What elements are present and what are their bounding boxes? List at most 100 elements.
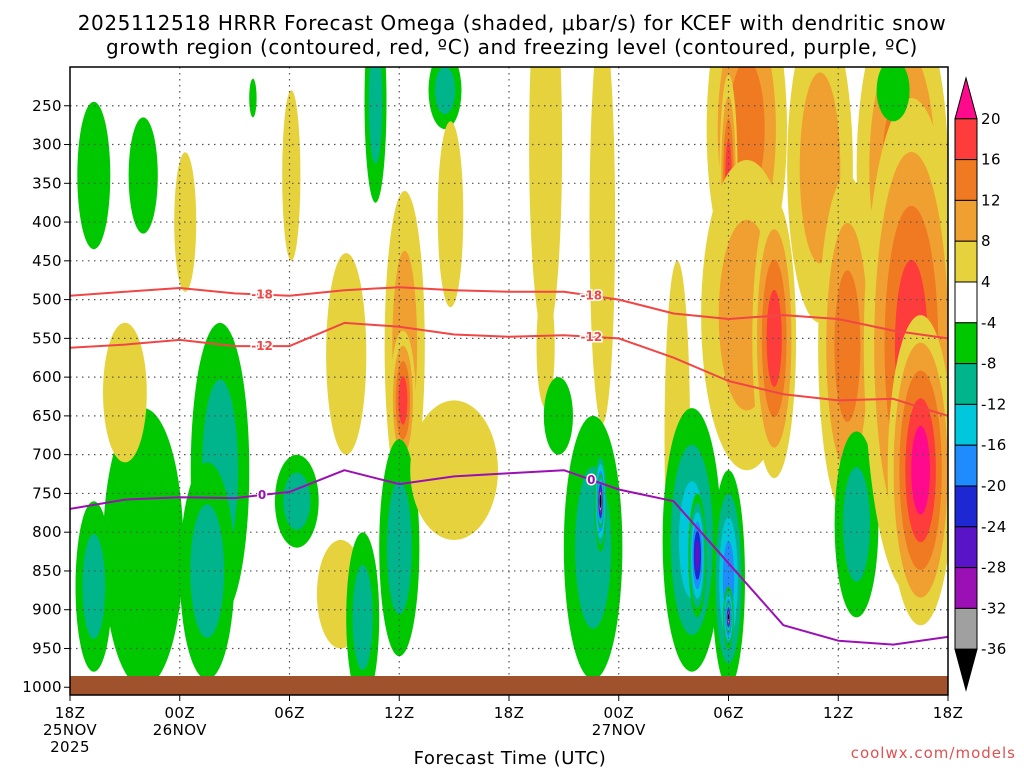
omega-cell xyxy=(843,467,870,582)
omega-cell xyxy=(766,289,782,387)
y-axis: 250 300 350 400 450 500 550 600 650 700 750 800 850 9… xyxy=(22,97,70,696)
x-tick-label: 2025 xyxy=(50,738,90,756)
omega-cell xyxy=(283,472,311,530)
colorbar-label: -24 xyxy=(981,518,1007,536)
y-tick-label: 900 xyxy=(32,601,62,619)
contour-dendritic-snow-top xyxy=(70,286,948,340)
omega-cell xyxy=(543,377,574,455)
y-tick-label: 850 xyxy=(32,562,62,580)
x-tick-label: 25NOV xyxy=(43,721,97,739)
omega-cell xyxy=(695,540,700,571)
y-tick-label: 400 xyxy=(32,213,62,231)
colorbar-label: -20 xyxy=(981,477,1007,495)
colorbar-label: -12 xyxy=(981,395,1007,413)
colorbar-swatch xyxy=(954,240,978,283)
colorbar-swatch xyxy=(954,76,978,120)
colorbar-label: 4 xyxy=(981,273,991,291)
omega-cell xyxy=(398,376,408,425)
contour-freezing-level xyxy=(70,469,948,646)
colorbar-label: 16 xyxy=(981,151,1001,169)
y-tick-label: 250 xyxy=(32,97,62,115)
omega-cell xyxy=(529,67,563,339)
omega-cell xyxy=(434,67,456,115)
colorbar-label: -36 xyxy=(981,640,1007,658)
y-tick-label: 750 xyxy=(32,484,62,502)
colorbar-label: -28 xyxy=(981,559,1007,577)
y-tick-label: 300 xyxy=(32,136,62,154)
colorbar-swatch xyxy=(954,159,978,201)
omega-cell xyxy=(410,400,498,540)
y-tick-label: 600 xyxy=(32,368,62,386)
colorbar-swatch xyxy=(954,363,978,405)
omega-cell xyxy=(834,270,861,422)
omega-cell xyxy=(128,117,158,234)
omega-cell xyxy=(249,78,257,118)
colorbar-swatch xyxy=(954,322,978,365)
y-tick-label: 700 xyxy=(32,446,62,464)
y-tick-label: 350 xyxy=(32,174,62,192)
x-tick-label: 18Z xyxy=(494,704,525,722)
contour-label: 0 xyxy=(587,473,595,487)
omega-cell xyxy=(876,67,910,122)
y-tick-label: 550 xyxy=(32,329,62,347)
omega-cell xyxy=(437,121,464,308)
chart-title-line1: 2025112518 HRRR Forecast Omega (shaded, … xyxy=(78,11,947,35)
y-tick-label: 1000 xyxy=(22,678,62,696)
contour-label: 0 xyxy=(258,488,266,502)
terrain-ground xyxy=(70,676,948,695)
chart-title-line2: growth region (contoured, red, ºC) and f… xyxy=(106,35,918,59)
colorbar-swatch xyxy=(954,403,978,446)
contour-label: -18 xyxy=(251,288,273,302)
colorbar-label: 12 xyxy=(981,191,1001,209)
colorbar-swatch xyxy=(954,281,978,324)
omega-cell xyxy=(282,90,301,261)
contour-label: -12 xyxy=(251,339,273,353)
x-tick-label: 27NOV xyxy=(592,721,646,739)
x-tick-label: 26NOV xyxy=(153,721,207,739)
y-tick-label: 450 xyxy=(32,252,62,270)
y-tick-label: 800 xyxy=(32,523,62,541)
contour-label: -12 xyxy=(580,330,602,344)
colorbar-label: 20 xyxy=(981,110,1001,128)
x-tick-label: 12Z xyxy=(384,704,415,722)
omega-cell xyxy=(103,322,147,463)
x-tick-label: 00Z xyxy=(603,704,634,722)
colorbar-swatch xyxy=(954,607,978,650)
omega-cell xyxy=(326,253,367,455)
colorbar-swatch xyxy=(954,118,978,161)
omega-cell xyxy=(77,101,111,250)
colorbar-swatch xyxy=(954,526,978,569)
x-tick-label: 18Z xyxy=(55,704,86,722)
omega-cell xyxy=(103,408,184,688)
x-tick-label: 18Z xyxy=(933,704,964,722)
colorbar-label: -8 xyxy=(981,355,997,373)
y-tick-label: 950 xyxy=(32,639,62,657)
omega-cell xyxy=(190,504,225,638)
x-tick-label: 06Z xyxy=(274,704,305,722)
x-tick-label: 06Z xyxy=(713,704,744,722)
omega-cell xyxy=(911,425,930,515)
x-tick-label: 00Z xyxy=(164,704,195,722)
colorbar-label: -4 xyxy=(981,314,997,332)
colorbar-swatch xyxy=(954,444,978,487)
x-tick-label: 12Z xyxy=(823,704,854,722)
omega-cell xyxy=(352,565,373,670)
y-tick-label: 650 xyxy=(32,407,62,425)
colorbar-swatch xyxy=(954,648,978,692)
colorbar-label: -32 xyxy=(981,599,1007,617)
credit-link[interactable]: coolwx.com/models xyxy=(851,744,1016,762)
colorbar: 20 16 12 8 4 -4 -8 -12 -16 -20 -24 -28 -32 -36 xyxy=(954,76,1007,692)
contour-dendritic-snow-bottom xyxy=(70,321,948,417)
omega-cell xyxy=(589,67,616,424)
y-tick-label: 500 xyxy=(32,291,62,309)
colorbar-label: -16 xyxy=(981,436,1007,454)
omega-cell xyxy=(728,615,729,620)
plot-area: -18 -18 -12 -12 0 0 xyxy=(70,67,948,695)
omega-cell xyxy=(600,497,601,506)
colorbar-swatch xyxy=(954,567,978,609)
omega-cell xyxy=(368,67,383,164)
contour-layer: -18 -18 -12 -12 0 0 xyxy=(70,286,948,646)
colorbar-swatch xyxy=(954,199,978,242)
